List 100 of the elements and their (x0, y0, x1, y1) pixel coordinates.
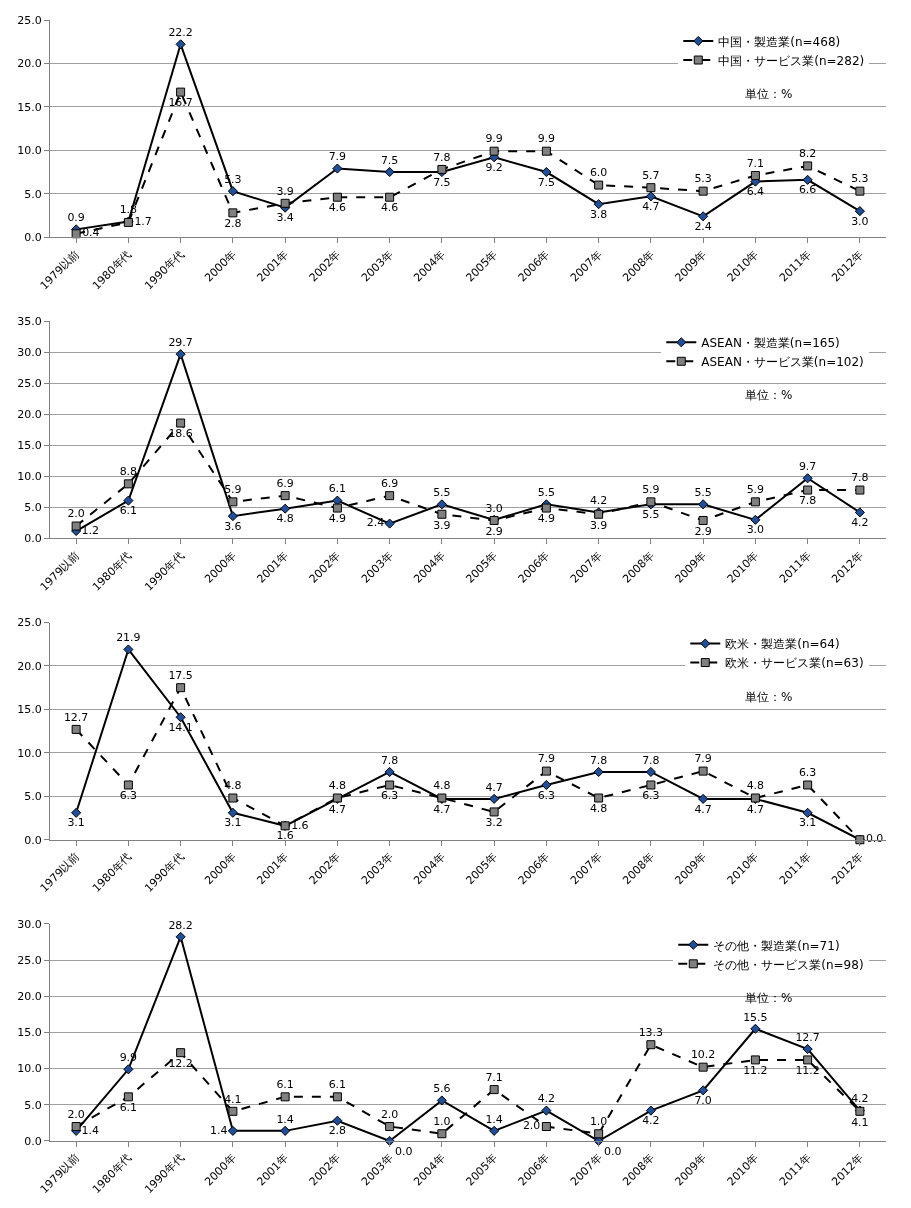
data-label: 4.7 (642, 199, 660, 213)
data-label: 5.9 (746, 483, 765, 497)
y-tick-label: 5.0 (24, 1098, 42, 1112)
data-label: 6.0 (589, 166, 608, 180)
data-label: 6.9 (380, 476, 399, 490)
data-label: 2.8 (328, 1124, 347, 1138)
data-label: 5.9 (642, 483, 660, 497)
data-label: 4.7 (328, 802, 347, 816)
y-tick-label: 15.0 (17, 1026, 42, 1040)
data-label: 11.2 (795, 1064, 820, 1078)
data-label: 9.2 (485, 160, 503, 174)
data-label: 10.2 (690, 1048, 716, 1062)
data-label: 4.9 (537, 512, 556, 526)
data-label: 13.3 (638, 1025, 664, 1039)
data-label: 3.1 (67, 816, 85, 830)
data-label: 1.4 (485, 1112, 503, 1126)
data-label: 28.2 (168, 918, 193, 932)
y-tick-label: 30.0 (17, 917, 42, 931)
data-label: 29.7 (168, 336, 193, 350)
y-tick-label: 20.0 (17, 990, 42, 1004)
y-tick-label: 5.0 (24, 187, 42, 201)
legend-label: 欧米・製造業(n=64) (725, 637, 840, 652)
data-label: 3.9 (276, 184, 294, 198)
legend-label: 欧米・サービス業(n=63) (725, 656, 864, 671)
data-label: 1.0 (589, 1115, 608, 1129)
y-tick-label: 10.0 (17, 470, 42, 484)
data-label: 7.9 (537, 752, 556, 766)
data-label: 6.1 (276, 1078, 294, 1092)
data-label: 4.8 (276, 512, 294, 526)
data-label: 1.7 (134, 215, 152, 229)
data-label: 3.9 (433, 518, 451, 532)
legend-label: ASEAN・サービス業(n=102) (701, 354, 864, 369)
data-label: 18.6 (168, 427, 193, 441)
annotation: 単位：% (745, 87, 793, 101)
annotation: 単位：% (745, 690, 793, 704)
data-label: 6.3 (380, 789, 399, 803)
data-label: 7.8 (589, 753, 608, 767)
y-tick-label: 15.0 (17, 439, 42, 453)
data-label: 6.1 (328, 482, 347, 496)
y-tick-label: 30.0 (17, 346, 42, 360)
data-label: 6.3 (537, 788, 556, 802)
data-label: 6.6 (798, 183, 817, 197)
data-label: 9.9 (485, 132, 503, 146)
data-label: 15.5 (743, 1010, 768, 1024)
data-label: 5.5 (642, 507, 660, 521)
data-label: 5.5 (537, 486, 556, 500)
data-label: 12.7 (63, 710, 89, 724)
data-label: 4.7 (433, 802, 451, 816)
data-label: 6.3 (642, 789, 660, 803)
y-tick-label: 35.0 (17, 315, 42, 329)
data-label: 7.1 (746, 156, 765, 170)
data-label: 2.0 (522, 1119, 541, 1133)
data-label: 4.2 (589, 494, 608, 508)
data-label: 4.9 (328, 512, 347, 526)
annotation: 単位：% (745, 388, 793, 402)
legend-label: その他・サービス業(n=98) (713, 957, 864, 972)
data-label: 4.7 (485, 780, 503, 794)
data-label: 3.4 (276, 211, 294, 225)
y-tick-label: 0.0 (24, 1134, 42, 1148)
data-label: 7.5 (433, 175, 451, 189)
data-label: 7.5 (380, 153, 399, 167)
data-label: 7.8 (642, 753, 660, 767)
data-label: 3.9 (589, 518, 608, 532)
y-tick-label: 5.0 (24, 501, 42, 515)
data-label: 2.0 (67, 507, 85, 521)
data-label: 1.6 (276, 829, 294, 843)
data-label: 7.8 (798, 494, 817, 508)
data-label: 4.8 (589, 802, 608, 816)
data-label: 2.8 (224, 217, 242, 231)
data-label: 12.2 (168, 1056, 193, 1070)
data-label: 6.1 (328, 1078, 347, 1092)
data-label: 4.2 (642, 1114, 660, 1128)
data-label: 7.0 (694, 1093, 712, 1107)
data-label: 8.2 (798, 147, 817, 161)
data-label: 3.1 (798, 816, 817, 830)
y-tick-label: 25.0 (17, 953, 42, 967)
data-label: 4.7 (746, 802, 765, 816)
y-tick-label: 20.0 (17, 659, 42, 673)
y-tick-label: 0.0 (24, 532, 42, 546)
data-label: 5.5 (433, 486, 451, 500)
data-label: 5.3 (694, 172, 712, 186)
data-label: 8.8 (119, 465, 138, 479)
data-label: 2.0 (67, 1107, 85, 1121)
data-label: 4.2 (537, 1092, 556, 1106)
y-tick-label: 10.0 (17, 1062, 42, 1076)
data-label: 21.9 (116, 631, 141, 645)
data-label: 6.4 (746, 185, 765, 199)
data-label: 6.1 (119, 504, 138, 518)
data-label: 5.3 (851, 172, 869, 186)
data-label: 4.6 (328, 201, 347, 215)
data-label: 7.5 (537, 175, 556, 189)
data-label: 7.9 (328, 150, 347, 164)
data-label: 4.2 (851, 516, 869, 530)
y-tick-label: 15.0 (17, 100, 42, 114)
data-label: 4.8 (746, 779, 765, 793)
data-label: 0.9 (67, 211, 85, 225)
y-tick-label: 15.0 (17, 703, 42, 717)
data-label: 3.0 (851, 214, 869, 228)
data-label: 2.9 (485, 524, 503, 538)
data-label: 4.6 (380, 201, 399, 215)
